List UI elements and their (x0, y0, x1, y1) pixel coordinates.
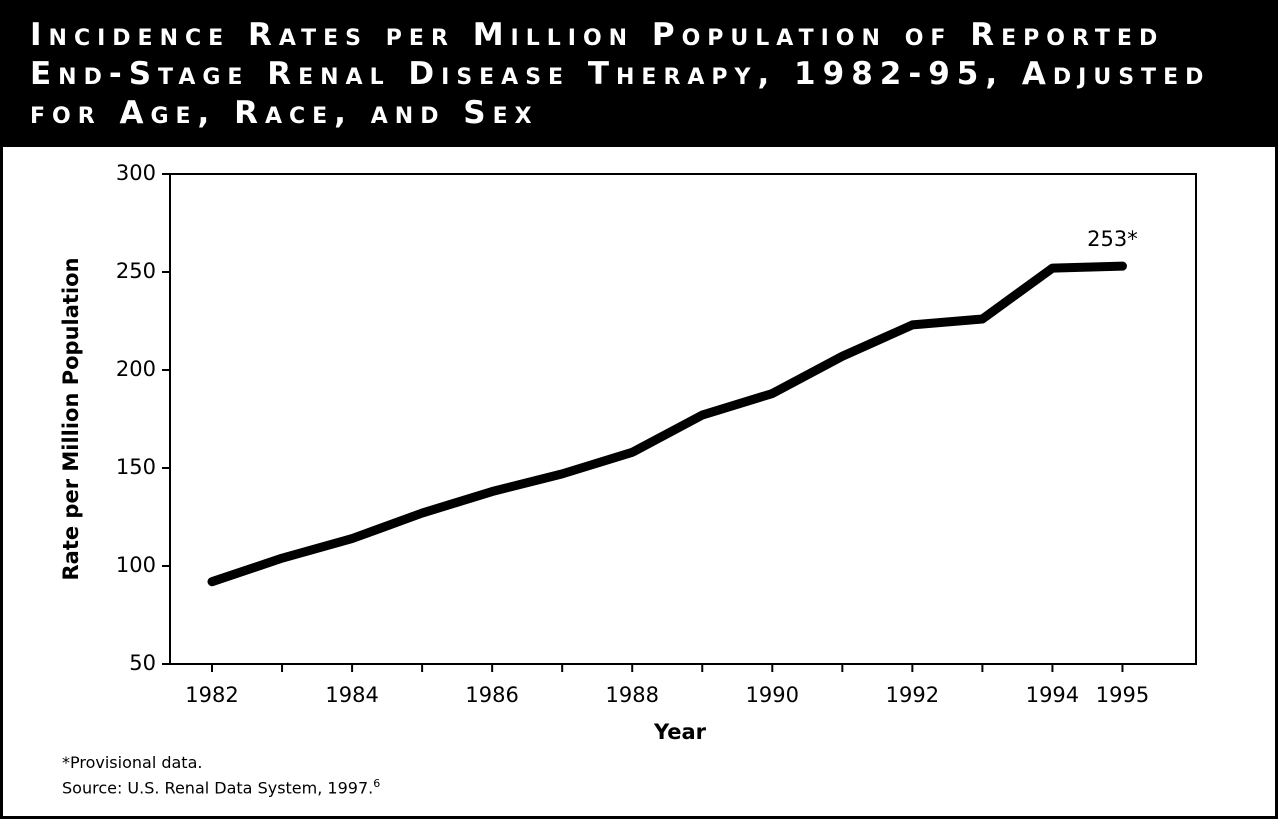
footnote: *Provisional data. (62, 753, 203, 772)
x-tick-label: 1994 (1026, 683, 1079, 707)
source-ref: 6 (373, 777, 381, 790)
source-line: Source: U.S. Renal Data System, 1997.6 (62, 773, 380, 798)
x-tick-label: 1995 (1096, 683, 1149, 707)
value-label: 253* (1087, 227, 1138, 251)
source: Source: U.S. Renal Data System, 1997. (62, 778, 374, 798)
data-line (207, 261, 1127, 587)
x-tick-label: 1988 (605, 683, 658, 707)
y-tick-label: 100 (116, 553, 156, 577)
notes: *Provisional data. Source: U.S. Renal Da… (62, 752, 380, 798)
x-tick-label: 1990 (746, 683, 799, 707)
y-tick-label: 300 (116, 161, 156, 185)
x-tick-label: 1986 (465, 683, 518, 707)
x-tick-label: 1984 (325, 683, 378, 707)
chart-title: Incidence Rates per Million Population o… (30, 17, 1211, 131)
x-axis-label: Year (653, 720, 707, 744)
y-axis-label: Rate per Million Population (59, 257, 83, 580)
y-tick-label: 50 (129, 651, 156, 675)
y-tick-label: 200 (116, 357, 156, 381)
x-tick-label: 1992 (886, 683, 939, 707)
y-tick-label: 250 (116, 259, 156, 283)
plot-frame (169, 173, 1197, 665)
y-tick-label: 150 (116, 455, 156, 479)
x-tick-label: 1982 (185, 683, 238, 707)
header: Incidence Rates per Million Population o… (0, 0, 1278, 147)
